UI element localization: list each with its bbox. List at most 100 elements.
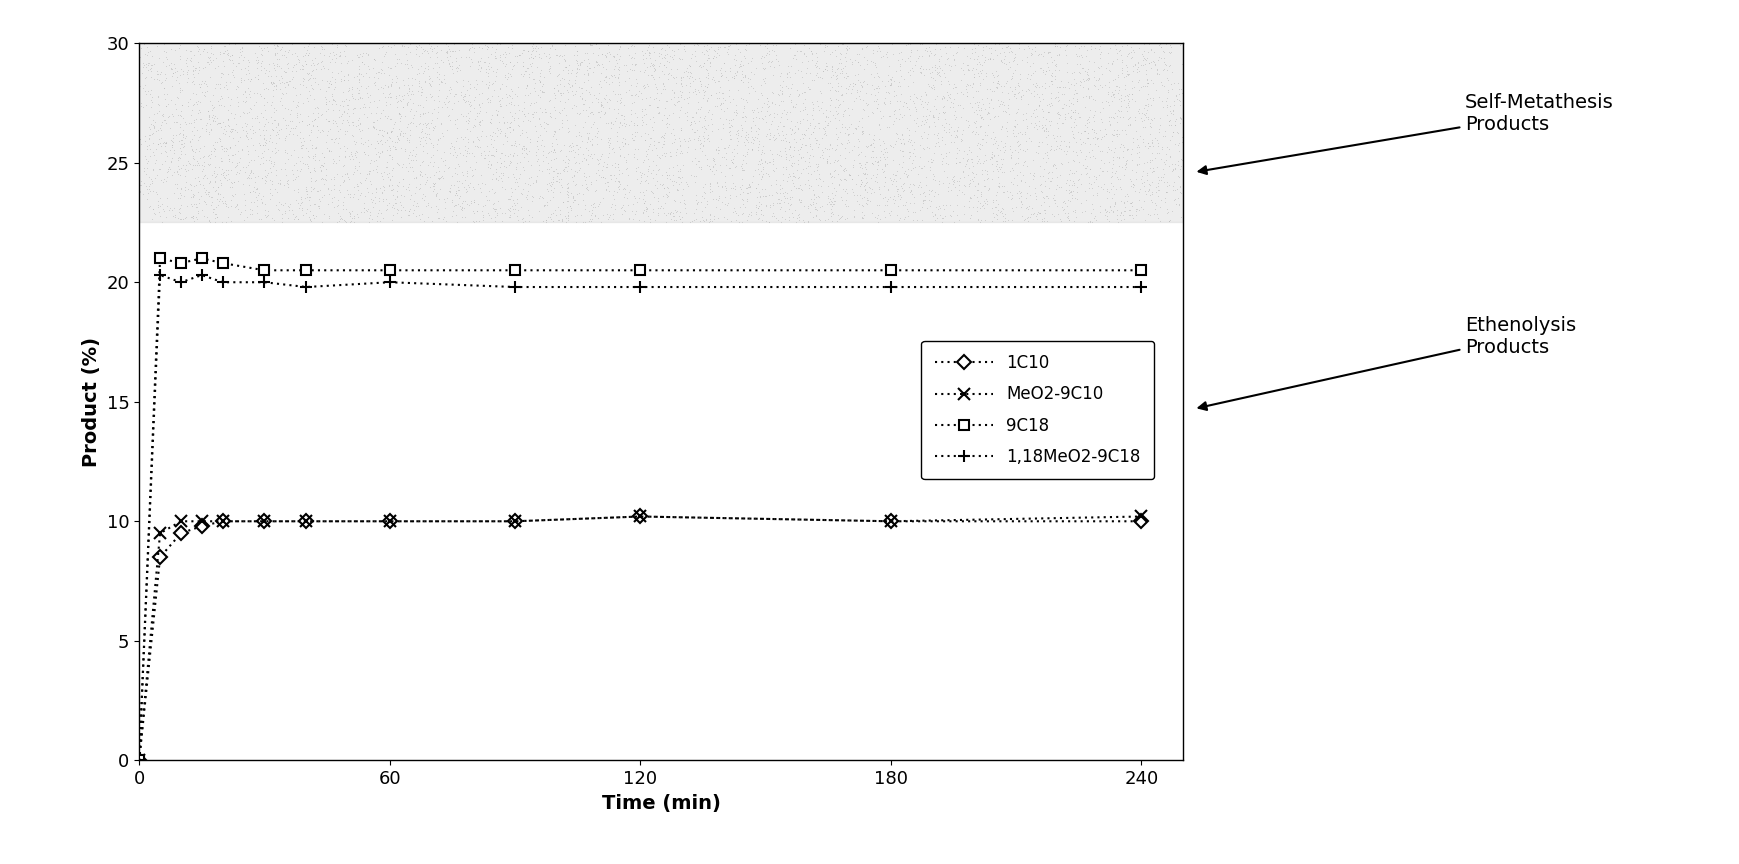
Point xyxy=(177,190,205,204)
Point xyxy=(751,48,779,61)
Point xyxy=(405,49,433,63)
Point xyxy=(301,164,329,178)
Point xyxy=(391,144,419,158)
Point xyxy=(579,197,607,211)
Point xyxy=(402,153,430,167)
Point xyxy=(1125,64,1153,78)
Point xyxy=(1165,38,1193,52)
Point xyxy=(257,165,285,179)
Point xyxy=(496,124,523,138)
Point xyxy=(219,180,247,194)
Point xyxy=(1033,145,1061,159)
Point xyxy=(518,39,546,53)
Point xyxy=(769,74,796,88)
Point xyxy=(506,168,534,181)
Point xyxy=(1136,116,1163,130)
Point xyxy=(497,155,525,168)
Point xyxy=(412,44,440,58)
Point xyxy=(857,105,885,119)
Point xyxy=(1111,99,1139,113)
Point xyxy=(614,137,642,151)
Point xyxy=(414,198,442,212)
Point xyxy=(367,167,395,181)
Point xyxy=(510,43,537,57)
Point xyxy=(430,72,457,86)
Point xyxy=(828,194,856,207)
Point xyxy=(755,44,783,58)
Point xyxy=(200,184,228,198)
Point xyxy=(784,89,812,103)
Point xyxy=(384,88,412,102)
Point xyxy=(828,65,856,79)
Point xyxy=(659,52,687,66)
Point xyxy=(555,143,583,157)
Point xyxy=(983,208,1010,222)
Point xyxy=(242,181,270,195)
Point xyxy=(1144,67,1172,80)
Point xyxy=(657,36,685,50)
Point xyxy=(184,206,212,219)
Point xyxy=(1036,86,1064,99)
Point xyxy=(906,187,934,200)
Point xyxy=(134,180,162,194)
Point xyxy=(386,128,414,142)
Point xyxy=(755,143,783,157)
Point xyxy=(1080,150,1108,164)
Point xyxy=(659,48,687,62)
Point xyxy=(725,200,753,213)
Point xyxy=(866,138,894,152)
Point xyxy=(988,179,1016,193)
Point xyxy=(1144,170,1172,184)
Point xyxy=(148,174,176,187)
Point xyxy=(885,143,913,157)
Point xyxy=(934,176,962,190)
Point xyxy=(904,61,932,75)
Point xyxy=(343,119,370,133)
Point xyxy=(243,109,271,123)
Point xyxy=(475,56,503,70)
Point xyxy=(1136,127,1163,141)
Point xyxy=(638,68,666,82)
Point xyxy=(680,82,708,96)
Point xyxy=(172,200,200,213)
Point xyxy=(391,48,419,61)
Point xyxy=(144,198,172,212)
Point xyxy=(776,105,803,119)
Point xyxy=(1116,50,1144,64)
Point xyxy=(1111,160,1139,174)
Point xyxy=(927,118,955,132)
Point xyxy=(318,104,346,118)
Point xyxy=(1031,81,1059,95)
Point xyxy=(567,81,595,95)
Point xyxy=(1118,87,1146,101)
Point xyxy=(673,91,701,105)
Point xyxy=(344,86,372,99)
Point xyxy=(200,160,228,174)
Point xyxy=(1075,181,1103,195)
Point xyxy=(402,48,430,61)
Point xyxy=(607,95,635,109)
Point xyxy=(887,45,915,59)
Point xyxy=(1089,178,1116,192)
Point xyxy=(951,79,979,93)
Point xyxy=(325,153,353,167)
Point xyxy=(936,117,963,130)
Point xyxy=(730,68,758,82)
Point xyxy=(1096,113,1123,127)
Point xyxy=(237,102,264,116)
Point xyxy=(543,69,570,83)
Point xyxy=(602,111,630,125)
Point xyxy=(685,114,713,128)
Point xyxy=(252,64,280,78)
Point xyxy=(235,178,263,192)
Point xyxy=(407,130,435,144)
Point xyxy=(148,139,176,153)
Point xyxy=(654,67,682,80)
Point xyxy=(1040,193,1068,206)
Point xyxy=(962,204,989,218)
Point xyxy=(666,144,694,158)
Point xyxy=(511,142,539,156)
Point xyxy=(1108,93,1136,107)
Point xyxy=(748,208,776,222)
Point xyxy=(158,141,186,155)
